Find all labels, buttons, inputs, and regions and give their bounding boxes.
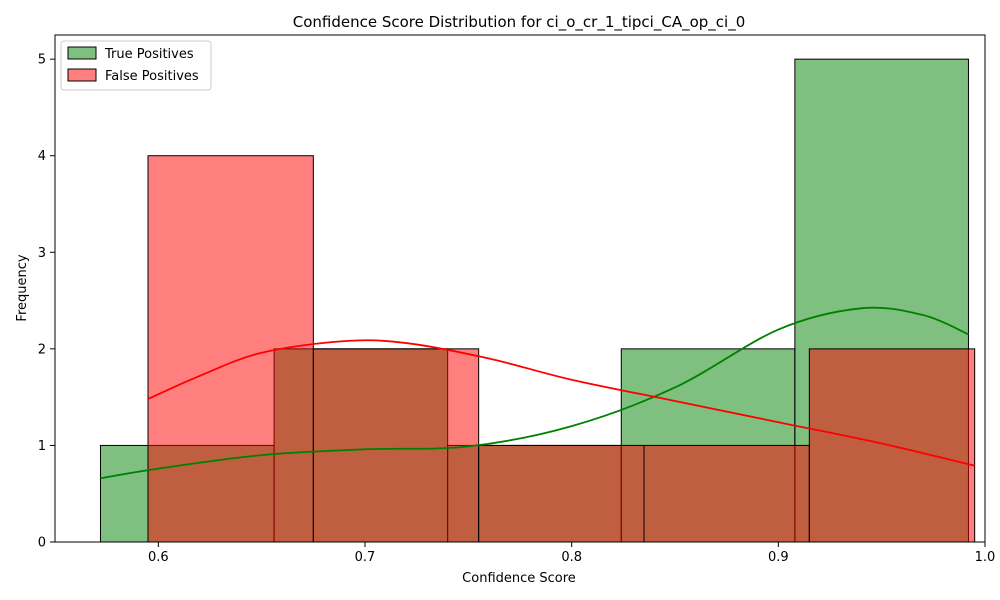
- legend: True Positives False Positives: [60, 40, 212, 91]
- x-tick-label-0: 0.6: [148, 550, 169, 565]
- x-tick-label-2: 0.8: [561, 550, 582, 565]
- plot-frame: [54, 34, 986, 543]
- legend-frame: [60, 40, 212, 91]
- x-axis-ticks: 0.6 0.7 0.8 0.9 1.0: [148, 542, 995, 565]
- legend-swatch-false-positives: [67, 68, 97, 82]
- false-positives-bar-1: [312, 348, 480, 543]
- x-tick-label-1: 0.7: [355, 550, 376, 565]
- legend-label-true-positives: True Positives: [104, 47, 194, 62]
- true-positives-kde-line: [100, 306, 969, 480]
- y-tick-label-1: 1: [38, 439, 46, 454]
- y-tick-label-3: 3: [38, 246, 46, 261]
- false-positives-bar-2: [478, 444, 645, 543]
- x-tick-label-3: 0.9: [768, 550, 789, 565]
- y-tick-label-2: 2: [38, 342, 46, 357]
- x-tick-label-4: 1.0: [975, 550, 996, 565]
- x-axis-label: Confidence Score: [462, 571, 576, 586]
- y-axis-label: Frequency: [15, 254, 30, 321]
- y-tick-label-4: 4: [38, 149, 46, 164]
- chart-title: Confidence Score Distribution for ci_o_c…: [293, 13, 745, 32]
- legend-swatch-true-positives: [67, 46, 97, 60]
- legend-label-false-positives: False Positives: [105, 69, 199, 84]
- y-tick-label-0: 0: [38, 536, 46, 551]
- false-positives-kde-line: [147, 339, 975, 467]
- histogram-bars: [99, 58, 976, 543]
- kde-curves: [100, 306, 975, 480]
- false-positives-bar-0: [147, 155, 314, 543]
- y-axis-ticks: 0 1 2 3 4 5: [38, 53, 55, 551]
- y-tick-label-5: 5: [38, 53, 46, 68]
- false-positives-bar-3: [643, 444, 810, 543]
